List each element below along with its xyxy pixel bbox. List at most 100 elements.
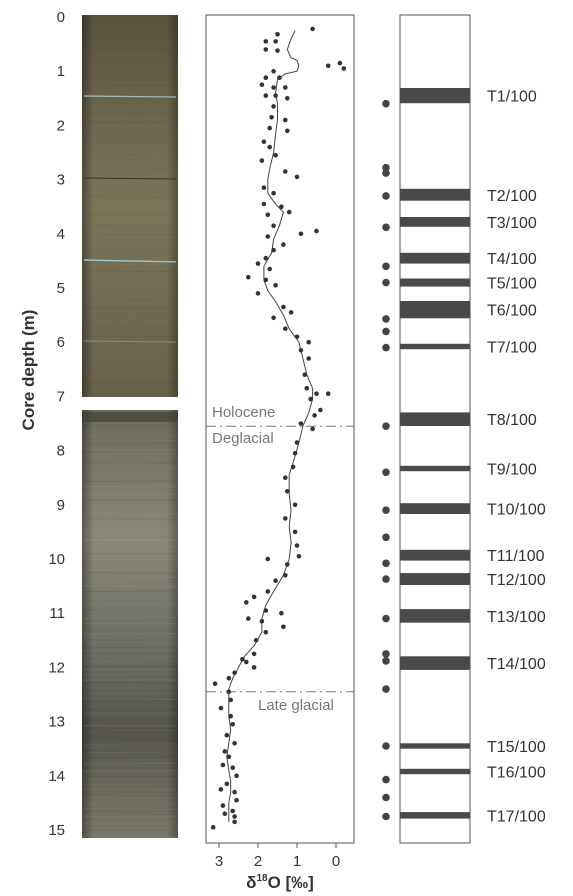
core-lamina — [83, 435, 177, 437]
tephra-layer — [400, 503, 470, 514]
sample-dot — [382, 262, 390, 271]
core-lamina — [83, 131, 177, 133]
core-lamina — [83, 84, 177, 86]
isotope-point — [292, 529, 298, 535]
isotope-point — [283, 117, 288, 123]
isotope-point — [283, 326, 288, 332]
core-lamina — [83, 778, 177, 781]
tephra-label: T2/100 — [487, 188, 537, 205]
isotope-point — [275, 32, 280, 37]
tephra-layer — [400, 343, 470, 350]
tephra-label: T1/100 — [487, 89, 537, 106]
depth-tick-label: 13 — [48, 714, 65, 731]
annotation-holocene: Holocene — [212, 404, 275, 421]
isotope-point — [337, 60, 343, 66]
isotope-point — [285, 128, 290, 134]
tephra-label: T5/100 — [487, 276, 537, 293]
isotope-point — [269, 115, 274, 120]
isotope-point — [265, 556, 271, 562]
sample-dot — [382, 506, 390, 514]
isotope-point — [281, 624, 286, 630]
core-lamina — [83, 769, 177, 772]
isotope-point — [246, 616, 251, 621]
isotope-point — [306, 356, 312, 361]
x-tick-label: 3 — [215, 853, 223, 870]
core-lamina — [83, 615, 177, 617]
x-tick-label: 1 — [293, 853, 301, 870]
isotope-point — [279, 610, 284, 616]
core-lamina — [83, 687, 177, 689]
core-lamina — [83, 673, 177, 675]
isotope-point — [277, 75, 282, 80]
core-lamina — [83, 467, 177, 469]
isotope-point — [273, 578, 278, 583]
isotope-point — [286, 209, 292, 215]
tephra-layer — [400, 743, 470, 749]
isotope-point — [271, 85, 276, 90]
sample-dot — [382, 559, 390, 568]
sample-dot — [382, 775, 390, 784]
isotope-point — [310, 26, 315, 32]
core-lamina — [83, 103, 177, 105]
isotope-point — [244, 600, 249, 605]
core-lamina — [83, 700, 177, 703]
isotope-point — [234, 797, 239, 803]
core-lamina — [83, 94, 177, 96]
isotope-point — [230, 808, 235, 814]
core-photo-upper-shade — [82, 15, 178, 397]
core-lamina — [83, 601, 177, 604]
sample-dot — [382, 223, 390, 232]
isotope-plot-frame — [205, 14, 355, 844]
tephra-bars — [400, 88, 470, 819]
isotope-point — [232, 789, 237, 795]
isotope-point — [210, 825, 216, 830]
tephra-label: T17/100 — [487, 808, 546, 825]
tephra-label: T10/100 — [487, 502, 546, 519]
core-lamina — [83, 448, 177, 451]
isotope-point — [298, 348, 304, 353]
isotope-point — [226, 675, 232, 681]
x-axis-label: δ18O [‰] — [246, 873, 314, 892]
tephra-layer — [400, 573, 470, 585]
core-dark-top — [82, 412, 178, 422]
isotope-point — [251, 594, 257, 600]
tephra-layer — [400, 301, 470, 319]
isotope-point — [325, 63, 331, 69]
isotope-point — [308, 396, 313, 402]
isotope-point — [281, 242, 286, 247]
core-lamina — [83, 270, 177, 272]
isotope-point — [263, 93, 269, 98]
core-crack — [83, 340, 177, 343]
isotope-point — [279, 204, 284, 209]
isotope-point — [218, 705, 224, 711]
core-lamina — [83, 505, 177, 507]
isotope-point — [259, 82, 265, 88]
isotope-point — [283, 85, 288, 90]
depth-tick-label: 8 — [57, 443, 65, 460]
core-lamina — [83, 682, 177, 684]
core-lamina — [83, 577, 177, 579]
core-lamina — [83, 660, 177, 662]
tephra-label: T15/100 — [487, 739, 546, 756]
core-lamina — [83, 711, 177, 714]
isotope-point — [275, 48, 280, 53]
core-lamina — [83, 363, 177, 365]
core-lamina — [83, 545, 177, 547]
sample-dot — [382, 742, 390, 750]
depth-tick-label: 9 — [57, 497, 65, 514]
depth-tick-label: 6 — [57, 334, 65, 351]
core-lamina — [83, 19, 177, 21]
isotope-point — [246, 274, 251, 280]
core-lamina — [83, 289, 177, 291]
core-lamina — [83, 590, 177, 592]
core-lamina — [83, 603, 177, 606]
core-lamina — [83, 66, 177, 68]
sample-dot — [382, 685, 390, 693]
sample-dot — [382, 169, 390, 177]
tephra-label: T7/100 — [487, 340, 537, 357]
core-lamina — [83, 122, 177, 124]
core-lamina — [83, 821, 177, 824]
x-axis-label-delta: δ — [246, 873, 256, 892]
core-lamina — [83, 808, 177, 810]
isotope-point — [283, 475, 288, 481]
